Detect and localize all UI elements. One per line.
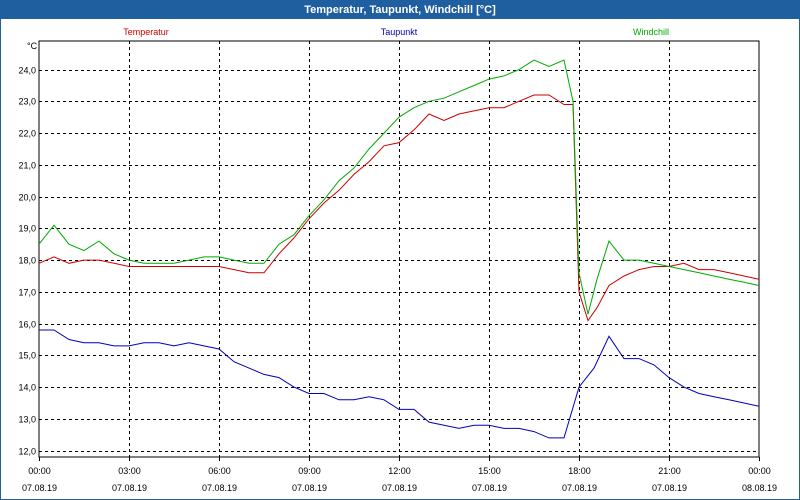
series-line-taupunkt <box>39 329 760 439</box>
y-tick-label: 12,0 <box>18 447 36 457</box>
y-tick-label: 24,0 <box>18 66 36 76</box>
series-line-temperatur <box>38 94 760 322</box>
y-tick-label: 18,0 <box>18 256 36 266</box>
x-tick-time-label: 03:00 <box>118 466 141 476</box>
x-tick-time-label: 12:00 <box>388 466 411 476</box>
x-tick-time-label: 06:00 <box>208 466 231 476</box>
y-tick-label: 13,0 <box>18 415 36 425</box>
x-tick-time-label: 00:00 <box>28 466 51 476</box>
y-tick-label: 16,0 <box>18 320 36 330</box>
y-tick-label: 15,0 <box>18 351 36 361</box>
legend-windchill: Windchill <box>633 27 669 37</box>
x-tick-date-label: 07.08.19 <box>562 483 597 493</box>
legend-temperatur: Temperatur <box>123 27 169 37</box>
x-tick-date-label: 07.08.19 <box>112 483 147 493</box>
y-tick-label: 20,0 <box>18 193 36 203</box>
y-tick-label: 17,0 <box>18 288 36 298</box>
x-tick-date-label: 07.08.19 <box>22 483 57 493</box>
y-tick-label: 23,0 <box>18 97 36 107</box>
chart-title: Temperatur, Taupunkt, Windchill [°C] <box>1 1 799 19</box>
x-tick-date-label: 07.08.19 <box>202 483 237 493</box>
series-line-windchill <box>38 59 760 315</box>
y-tick-label: 21,0 <box>18 161 36 171</box>
y-tick-label: 22,0 <box>18 129 36 139</box>
x-tick-date-label: 07.08.19 <box>292 483 327 493</box>
x-tick-date-label: 07.08.19 <box>382 483 417 493</box>
x-tick-date-label: 07.08.19 <box>652 483 687 493</box>
x-tick-time-label: 21:00 <box>658 466 681 476</box>
y-axis-label: °C <box>27 41 38 51</box>
legend-taupunkt: Taupunkt <box>381 27 418 37</box>
y-tick-label: 19,0 <box>18 224 36 234</box>
x-tick-time-label: 00:00 <box>748 466 771 476</box>
y-tick-label: 14,0 <box>18 383 36 393</box>
x-tick-date-label: 08.08.19 <box>742 483 777 493</box>
x-tick-date-label: 07.08.19 <box>472 483 507 493</box>
x-tick-time-label: 15:00 <box>478 466 501 476</box>
x-tick-time-label: 18:00 <box>568 466 591 476</box>
x-tick-time-label: 09:00 <box>298 466 321 476</box>
